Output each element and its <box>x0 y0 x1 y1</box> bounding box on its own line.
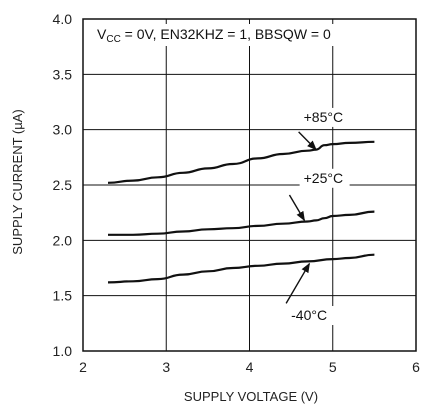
x-tick-label: 5 <box>329 359 337 375</box>
series-line <box>107 210 375 236</box>
series-curves <box>107 140 375 284</box>
tick-labels: 1.0 1.5 2.0 2.5 3.0 3.5 4.0 2 3 4 5 6 <box>53 11 421 375</box>
x-tick-label: 4 <box>246 359 254 375</box>
y-tick-label: 4.0 <box>53 11 73 27</box>
annotation-background <box>287 306 338 326</box>
y-tick-label: 1.5 <box>53 288 73 304</box>
test-conditions-label: VCC = 0V, EN32KHZ = 1, BBSQW = 0 <box>97 26 331 45</box>
conditions-background <box>92 24 342 46</box>
series-line <box>107 140 375 184</box>
x-tick-label: 3 <box>162 359 170 375</box>
annotation-background <box>299 168 350 188</box>
x-tick-label: 2 <box>79 359 87 375</box>
x-tick-label: 6 <box>412 359 420 375</box>
annotation-arrow <box>285 262 311 304</box>
y-tick-label: 3.5 <box>53 66 73 82</box>
series-line <box>107 253 375 284</box>
annotation-background <box>299 107 350 127</box>
annotation-arrow <box>298 131 317 151</box>
temperature-annotation: -40°C <box>291 307 327 323</box>
temperature-annotation: +25°C <box>304 170 343 186</box>
grid-lines <box>82 18 417 352</box>
y-tick-label: 1.0 <box>53 343 73 359</box>
x-axis-label: SUPPLY VOLTAGE (V) <box>184 389 318 404</box>
y-axis-label: SUPPLY CURRENT (µA) <box>10 109 25 254</box>
y-tick-label: 2.0 <box>53 232 73 248</box>
annotation-arrow <box>288 194 306 222</box>
plot-frame <box>82 18 417 352</box>
y-tick-label: 3.0 <box>53 122 73 138</box>
temperature-annotation: +85°C <box>304 109 343 125</box>
y-tick-label: 2.5 <box>53 177 73 193</box>
curve-annotations: +85°C +25°C -40°C <box>285 107 350 326</box>
